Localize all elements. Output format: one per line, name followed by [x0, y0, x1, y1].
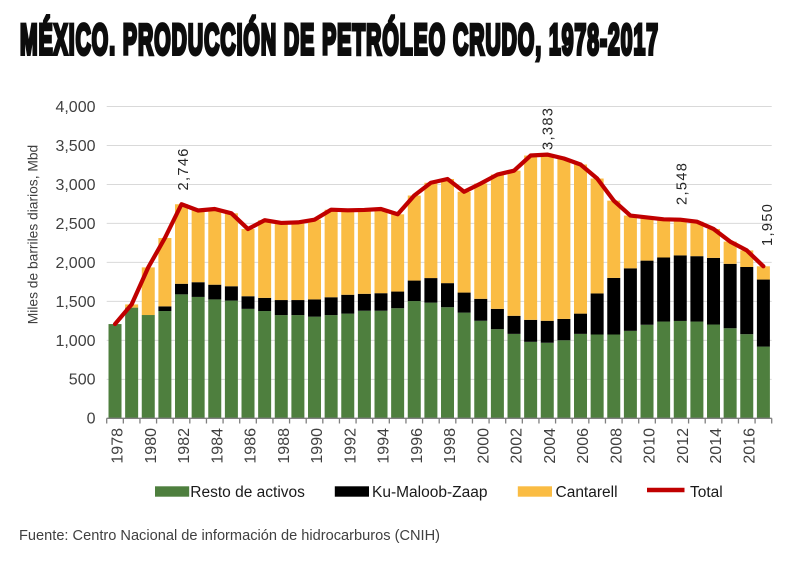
svg-text:500: 500: [69, 372, 96, 389]
svg-text:Miles de barriles diarios, Mbd: Miles de barriles diarios, Mbd: [26, 145, 41, 324]
svg-text:2006: 2006: [575, 428, 592, 464]
svg-text:1988: 1988: [276, 428, 293, 464]
svg-text:2002: 2002: [509, 428, 526, 464]
svg-text:1992: 1992: [342, 428, 359, 464]
svg-text:1984: 1984: [209, 428, 226, 464]
svg-text:2,746: 2,746: [176, 147, 192, 190]
svg-text:Cantarell: Cantarell: [556, 484, 618, 501]
svg-text:2,548: 2,548: [675, 162, 691, 205]
svg-text:2010: 2010: [642, 428, 659, 464]
svg-text:2008: 2008: [608, 428, 625, 464]
svg-text:3,000: 3,000: [55, 177, 95, 194]
svg-text:Ku-Maloob-Zaap: Ku-Maloob-Zaap: [372, 484, 487, 501]
svg-text:1996: 1996: [409, 428, 426, 464]
svg-text:1980: 1980: [143, 428, 160, 464]
svg-text:4,000: 4,000: [55, 99, 95, 116]
svg-text:2012: 2012: [675, 428, 692, 464]
svg-text:Total: Total: [690, 484, 723, 501]
svg-text:1986: 1986: [243, 428, 260, 464]
svg-text:1982: 1982: [176, 428, 193, 464]
svg-text:3,383: 3,383: [540, 107, 556, 150]
svg-text:1,950: 1,950: [760, 203, 776, 246]
svg-text:Resto de activos: Resto de activos: [190, 484, 305, 501]
svg-text:2014: 2014: [708, 428, 725, 464]
svg-text:1978: 1978: [110, 428, 127, 464]
svg-text:2000: 2000: [475, 428, 492, 464]
svg-text:2,000: 2,000: [55, 255, 95, 272]
svg-text:3,500: 3,500: [55, 138, 95, 155]
svg-text:1,000: 1,000: [55, 333, 95, 350]
svg-text:1990: 1990: [309, 428, 326, 464]
svg-text:2004: 2004: [542, 428, 559, 464]
svg-text:2016: 2016: [741, 428, 758, 464]
svg-text:0: 0: [87, 411, 96, 428]
svg-text:2,500: 2,500: [55, 216, 95, 233]
svg-text:1998: 1998: [442, 428, 459, 464]
svg-text:1994: 1994: [376, 428, 393, 464]
svg-text:1,500: 1,500: [55, 294, 95, 311]
